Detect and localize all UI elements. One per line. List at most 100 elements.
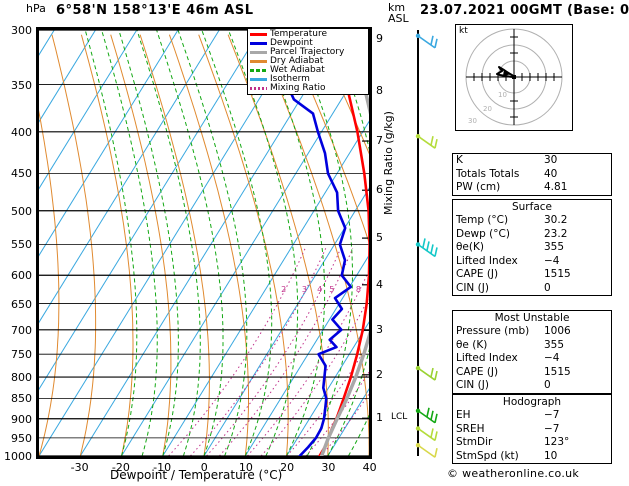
pressure-tick-850: 850 [11, 392, 32, 406]
height-tick-2km: 2 [376, 367, 383, 381]
row-value: 40 [544, 167, 558, 180]
row-value: 1006 [544, 325, 571, 337]
table-row: Temp (°C) 30.2 [453, 214, 611, 228]
page-title: 6°58'N 158°13'E 46m ASL [56, 3, 254, 18]
table-row: CIN (J) 0 [453, 379, 611, 393]
wind-barb [415, 407, 438, 424]
row-key: Lifted Index [456, 254, 518, 267]
table-row: K 30 [453, 154, 611, 168]
legend-swatch-icon [250, 42, 267, 45]
panel-heading: Hodograph [502, 396, 562, 408]
table-row: CIN (J) 0 [453, 282, 611, 296]
pressure-tick-650: 650 [11, 297, 32, 311]
x-axis-title: Dewpoint / Temperature (°C) [110, 468, 283, 482]
temp-tick-30: 30 [321, 461, 336, 474]
temp-tick-40: 40 [362, 461, 377, 474]
row-key: K [456, 154, 463, 166]
table-row: Dewp (°C) 23.2 [453, 228, 611, 242]
row-key: CIN (J) [456, 281, 489, 294]
row-value: 1515 [544, 365, 571, 378]
legend-label: Temperature [270, 29, 328, 39]
legend-item-isotherm: Isotherm [250, 75, 366, 84]
height-tick-1km: 1 [376, 411, 383, 425]
legend-item-mixing-ratio: Mixing Ratio [250, 84, 366, 93]
date-title: 23.07.2021 00GMT (Base: 00) [420, 3, 629, 18]
table-row: Lifted Index −4 [453, 255, 611, 269]
wind-barb [415, 426, 438, 442]
row-key: Dewp (°C) [456, 227, 510, 240]
legend-label: Dewpoint [270, 38, 313, 48]
legend-swatch-icon [250, 60, 267, 63]
temp-tick--10: -10 [153, 461, 172, 474]
footer-credit: © weatheronline.co.uk [447, 467, 580, 480]
mixing-ratio-value-3: 3 [301, 284, 307, 294]
pressure-tick-750: 750 [11, 348, 32, 362]
table-row: SREH −7 [453, 423, 611, 437]
pressure-tick-900: 900 [11, 412, 32, 426]
row-value: 30 [544, 154, 558, 166]
height-axis-unit-label-km: km [388, 1, 406, 14]
hodograph-unit-label: kt [459, 26, 468, 36]
height-tick-3km: 3 [376, 323, 383, 337]
pressure-tick-800: 800 [11, 371, 32, 385]
row-key: Pressure (mb) [456, 325, 530, 337]
svg-text:10: 10 [498, 91, 507, 99]
height-tick-6km: 6 [376, 183, 383, 197]
row-key: StmSpd (kt) [456, 449, 519, 462]
pressure-tick-950: 950 [11, 431, 32, 445]
pressure-tick-550: 550 [11, 238, 32, 252]
row-key: PW (cm) [456, 181, 501, 193]
height-axis-unit-label-asl: ASL [388, 12, 409, 25]
table-row: Pressure (mb) 1006 [453, 325, 611, 339]
row-value: −7 [544, 409, 560, 421]
legend-item-temperature: Temperature [250, 30, 366, 39]
temp-tick--20: -20 [111, 461, 130, 474]
table-row: EH −7 [453, 409, 611, 423]
row-key: θe(K) [456, 241, 484, 253]
temperature-axis: -30 -20 -10 0 10 20 30 40 [0, 461, 420, 475]
row-value: 123° [544, 436, 570, 448]
row-value: 0 [544, 281, 551, 294]
row-key: EH [456, 409, 471, 421]
row-key: CAPE (J) [456, 365, 499, 378]
height-axis-unit-label: km ASL [388, 2, 409, 24]
pressure-tick-300: 300 [11, 24, 32, 37]
legend-label: Mixing Ratio [270, 83, 326, 93]
legend-swatch-icon [250, 51, 267, 54]
row-key: StmDir [456, 436, 493, 448]
panel-heading: Most Unstable [494, 312, 570, 324]
pressure-tick-1000: 1000 [4, 450, 32, 463]
legend-item-wet-adiabat: Wet Adiabat [250, 66, 366, 75]
lcl-label: LCL [391, 412, 408, 423]
legend-swatch-icon [250, 87, 267, 90]
row-key: CAPE (J) [456, 268, 499, 280]
table-row: StmSpd (kt) 10 [453, 450, 611, 464]
height-tick-4km: 4 [376, 277, 383, 291]
hodograph-panel: 10 20 30 kt [455, 24, 573, 131]
height-tick-5km: 5 [376, 231, 383, 245]
indices-panel: K 30 Totals Totals 40 PW (cm) 4.81 [452, 153, 612, 196]
svg-text:20: 20 [483, 105, 492, 113]
table-row: CAPE (J) 1515 [453, 268, 611, 282]
legend-item-dewpoint: Dewpoint [250, 39, 366, 48]
wind-barb [415, 33, 438, 49]
table-row: Totals Totals 40 [453, 168, 611, 182]
table-row: PW (cm) 4.81 [453, 181, 611, 195]
row-value: 1515 [544, 268, 571, 280]
wind-barb [415, 238, 438, 258]
pressure-axis-unit-label: hPa [26, 2, 46, 15]
height-tick-8km: 8 [376, 83, 383, 97]
legend-label: Isotherm [270, 74, 310, 84]
pressure-tick-450: 450 [11, 167, 32, 181]
surface-panel: Surface Temp (°C) 30.2 Dewp (°C) 23.2 θe(K) 35… [452, 199, 612, 296]
wind-barb [415, 443, 438, 458]
hodograph-stats-panel: Hodograph EH −7 SREH −7 StmDir 123° StmSpd (kt)… [452, 394, 612, 464]
row-value: 0 [544, 379, 551, 391]
row-value: −7 [544, 422, 560, 435]
pressure-tick-700: 700 [11, 323, 32, 337]
svg-text:30: 30 [468, 117, 477, 125]
temp-tick-0: 0 [200, 461, 208, 474]
legend-label: Wet Adiabat [270, 65, 325, 75]
table-row: Lifted Index −4 [453, 352, 611, 366]
row-value: 4.81 [544, 181, 568, 193]
